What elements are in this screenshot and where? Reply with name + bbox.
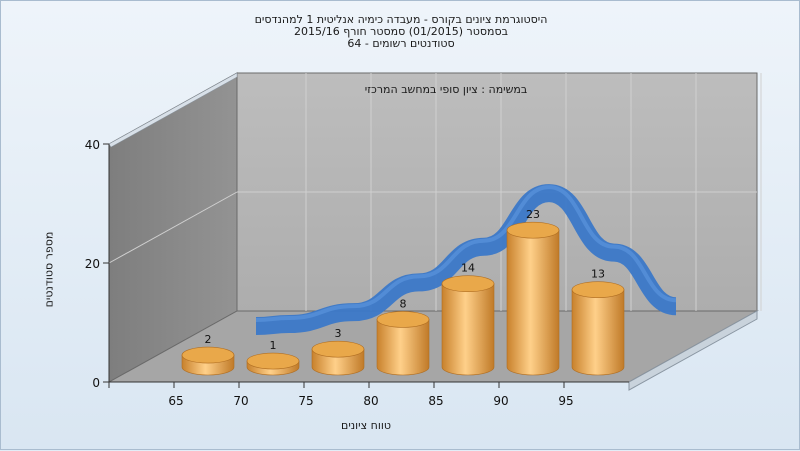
plot-subtitle: במשימה : ציון סופי במחשב המרכזי (364, 83, 528, 96)
axes: 0 20 40 65 70 75 80 85 90 95 (85, 138, 629, 408)
bar-body-90 (506, 229, 560, 376)
x-tick-label-75: 75 (298, 394, 313, 408)
chart-title-line-1: היסטוגרמת ציונים בקורס - מעבדה כימיה אנל… (254, 13, 548, 26)
bar-75 (311, 340, 365, 376)
bar-80 (376, 311, 430, 376)
floor-front-edge (628, 310, 758, 391)
trend-curve-highlight (255, 185, 677, 323)
bar-top-90 (506, 221, 560, 239)
y-tick-label-0: 0 (92, 376, 100, 390)
bar-top-85 (441, 275, 495, 293)
bar-body-95 (571, 289, 625, 376)
bar-70 (246, 352, 300, 376)
bar-65 (181, 346, 235, 376)
grid-line-left-1 (108, 191, 238, 264)
bar-body-85 (441, 283, 495, 376)
bar-body-80 (376, 319, 430, 376)
value-label-80: 8 (400, 297, 407, 310)
chart-title-line-2: בסמסטר (01/2015) סמסטר חורף 2015/16 (294, 25, 508, 38)
trend-curve (255, 184, 678, 336)
value-label-90: 23 (526, 208, 540, 221)
value-label-65: 2 (205, 333, 212, 346)
y-axis-label: מספר סטודנטים (42, 231, 56, 308)
x-tick-label-95: 95 (558, 394, 573, 408)
bar-85 (441, 275, 495, 376)
bar-top-80 (376, 311, 430, 328)
left-wall-edge (108, 72, 238, 148)
y-tick-label-1: 20 (85, 257, 100, 271)
bar-95 (571, 281, 625, 376)
x-axis-label: טווח ציונים (341, 419, 391, 432)
bars (181, 221, 625, 376)
x-tick-label-85: 85 (428, 394, 443, 408)
x-tick-label-65: 65 (168, 394, 183, 408)
value-label-85: 14 (461, 262, 475, 275)
x-tick-label-80: 80 (363, 394, 378, 408)
x-tick-label-90: 90 (493, 394, 508, 408)
x-tick-label-70: 70 (233, 394, 248, 408)
bar-top-95 (571, 281, 625, 298)
y-tick-label-2: 40 (85, 138, 100, 152)
bar-top-65 (181, 346, 235, 364)
value-label-95: 13 (591, 268, 605, 281)
trend-curve-ribbon (255, 184, 678, 336)
chart-title-line-3: סטודנטים רשומים - 64 (347, 37, 455, 50)
value-label-70: 1 (270, 339, 277, 352)
bar-90 (506, 221, 560, 376)
bar-top-70 (246, 352, 300, 370)
value-label-75: 3 (335, 327, 342, 340)
bar-top-75 (311, 340, 365, 358)
